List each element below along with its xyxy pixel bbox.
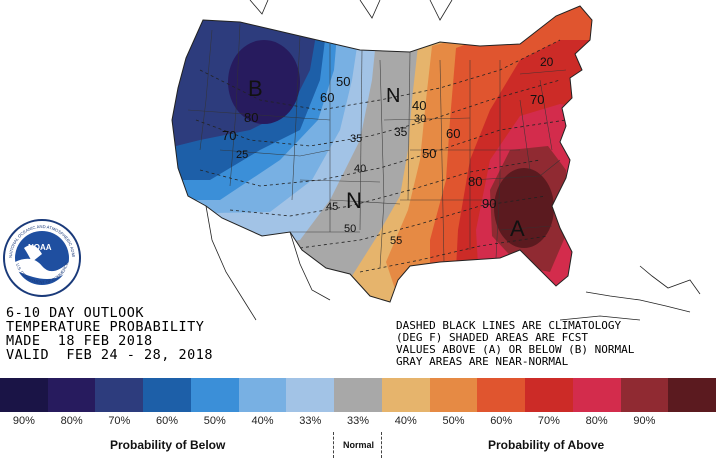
clim-label-35a: 35 [394, 125, 408, 139]
caption-probability-below: Probability of Below [110, 438, 226, 452]
below-marker: B [248, 76, 263, 101]
noaa-logo: NOAA NATIONAL OCEANIC AND ATMOSPHERIC AD… [2, 218, 81, 297]
clim-label-50: 50 [344, 223, 356, 235]
legend-percent-label: 90% [633, 415, 656, 427]
legend-percent-label [668, 412, 716, 430]
outlook-subtitle: TEMPERATURE PROBABILITY [6, 319, 205, 335]
caption-normal: Normal [343, 440, 375, 450]
legend-swatch [143, 378, 191, 412]
below-80-area [228, 40, 300, 124]
legend-percent-label: 90% [12, 415, 35, 427]
legend-percent-label: 60% [490, 415, 513, 427]
prob-label-below-80: 80 [244, 110, 258, 125]
legend-swatch [0, 378, 48, 412]
prob-label-above-50: 50 [422, 146, 436, 161]
prob-label-below-70: 70 [222, 128, 236, 143]
legend-swatch [381, 378, 430, 412]
legend-swatch [572, 378, 621, 412]
legend-percent-label: 80% [60, 415, 83, 427]
legend-percent-label: 70% [108, 415, 131, 427]
legend-percent-label: 33% [299, 415, 322, 427]
clim-label-20: 20 [540, 55, 554, 69]
note-line-2: (DEG F) SHADED AREAS ARE FCST [396, 331, 589, 344]
legend-percent-label: 50% [442, 415, 465, 427]
probability-legend [0, 378, 716, 412]
legend-percent-label: 40% [251, 415, 274, 427]
note-line-4: GRAY AREAS ARE NEAR-NORMAL [396, 355, 569, 368]
prob-label-below-60: 60 [320, 90, 334, 105]
outlook-made-date: MADE 18 FEB 2018 [6, 333, 153, 349]
clim-label-40: 40 [354, 163, 366, 175]
caption-probability-above: Probability of Above [488, 438, 605, 452]
legend-swatch [525, 378, 573, 412]
legend-swatch [334, 378, 382, 412]
outlook-title: 6-10 DAY OUTLOOK [6, 305, 145, 321]
climatology-lines [195, 39, 567, 273]
legend-swatch [190, 378, 239, 412]
legend-swatch [620, 378, 669, 412]
map-notes: DASHED BLACK LINES ARE CLIMATOLOGY (DEG … [396, 320, 634, 368]
legend-percent-label: 33% [346, 415, 370, 427]
legend-percent-label: 60% [156, 415, 179, 427]
us-outline [171, 5, 593, 303]
legend-swatch [429, 378, 478, 412]
normal-marker-south: N [346, 188, 362, 213]
normal-left-divider [333, 432, 334, 458]
legend-swatch [477, 378, 526, 412]
legend-percent-label: 40% [394, 415, 417, 427]
logo-noaa-text: NOAA [28, 243, 52, 252]
legend-percent-label: 50% [203, 415, 226, 427]
legend-swatch [47, 378, 96, 412]
clim-label-45: 45 [326, 201, 338, 213]
clim-label-35b: 35 [350, 133, 362, 145]
outlook-title-block: 6-10 DAY OUTLOOK TEMPERATURE PROBABILITY… [6, 306, 213, 362]
clim-label-25: 25 [236, 149, 248, 161]
state-lines [187, 23, 567, 269]
legend-swatch [668, 378, 716, 412]
legend-percent-label: 80% [585, 415, 608, 427]
neighbor-borders [205, 0, 701, 321]
above-max-area [494, 168, 554, 248]
prob-label-above-40: 40 [412, 98, 426, 113]
prob-label-below-50: 50 [336, 74, 350, 89]
us-temperature-map: B N N A 80 70 60 50 40 50 60 70 80 90 20… [171, 0, 701, 321]
note-line-1: DASHED BLACK LINES ARE CLIMATOLOGY [396, 319, 622, 332]
normal-marker-north: N [386, 85, 400, 107]
clim-label-30: 30 [414, 113, 426, 125]
prob-label-above-60: 60 [446, 126, 460, 141]
legend-percent-labels: 90% 80% 70% 60% 50% 40% 33% 33% 40% 50% 60% 70% 80% 9… [0, 412, 716, 430]
legend-swatch [238, 378, 287, 412]
normal-right-divider [381, 432, 382, 458]
note-line-3: VALUES ABOVE (A) OR BELOW (B) NORMAL [396, 343, 635, 356]
legend-percent-label: 70% [537, 415, 560, 427]
above-marker: A [510, 216, 525, 241]
clim-label-55: 55 [390, 235, 402, 247]
prob-label-above-70: 70 [530, 92, 544, 107]
prob-label-above-80: 80 [468, 174, 482, 189]
legend-swatch [286, 378, 335, 412]
outlook-valid-dates: VALID FEB 24 - 28, 2018 [6, 347, 214, 363]
prob-label-above-90: 90 [482, 196, 496, 211]
legend-swatch [95, 378, 144, 412]
